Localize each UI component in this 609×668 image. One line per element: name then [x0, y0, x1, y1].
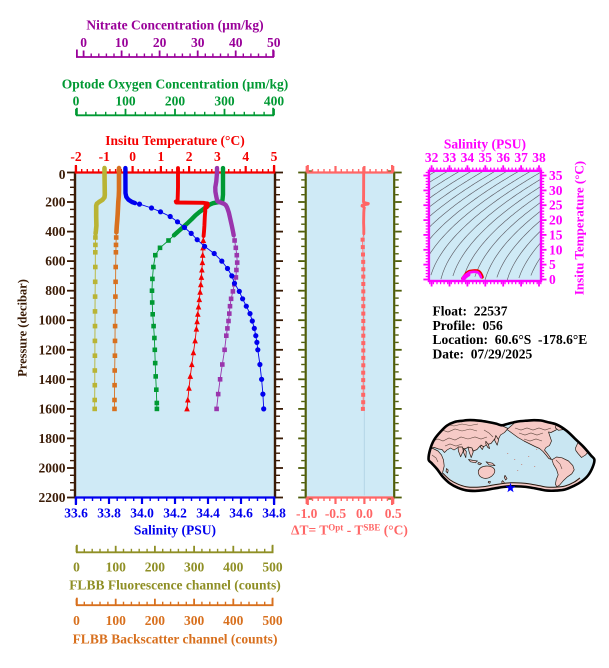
- svg-text:2: 2: [186, 149, 193, 164]
- svg-text:33.8: 33.8: [97, 506, 121, 521]
- svg-text:100: 100: [106, 560, 127, 575]
- svg-text:10: 10: [549, 242, 563, 257]
- svg-text:400: 400: [45, 224, 66, 239]
- svg-text:1: 1: [158, 149, 165, 164]
- svg-text:1600: 1600: [39, 401, 66, 416]
- svg-text:2000: 2000: [39, 461, 66, 476]
- svg-text:36: 36: [496, 150, 510, 165]
- svg-text:5: 5: [549, 257, 556, 272]
- svg-text:Insitu Temperature (°C): Insitu Temperature (°C): [572, 161, 587, 295]
- svg-text:400: 400: [223, 613, 244, 628]
- svg-text:33: 33: [443, 150, 457, 165]
- svg-text:300: 300: [184, 560, 205, 575]
- svg-text:500: 500: [262, 613, 283, 628]
- svg-text:50: 50: [267, 35, 281, 50]
- svg-text:15: 15: [549, 227, 563, 242]
- svg-text:300: 300: [214, 94, 235, 109]
- svg-text:-0.5: -0.5: [325, 506, 347, 521]
- svg-text:5: 5: [271, 149, 278, 164]
- svg-text:34.6: 34.6: [229, 506, 253, 521]
- svg-text:Salinity (PSU): Salinity (PSU): [134, 523, 216, 538]
- svg-text:0: 0: [73, 613, 80, 628]
- svg-text:Optode Oxygen Concentration (µ: Optode Oxygen Concentration (µm/kg): [62, 77, 288, 92]
- svg-text:300: 300: [184, 613, 205, 628]
- svg-text:35: 35: [549, 168, 563, 183]
- svg-text:2200: 2200: [39, 490, 66, 505]
- svg-text:Date: 07/29/2025: Date: 07/29/2025: [433, 346, 533, 361]
- svg-text:20: 20: [549, 213, 563, 228]
- svg-text:400: 400: [264, 94, 285, 109]
- svg-text:200: 200: [145, 560, 166, 575]
- svg-text:1000: 1000: [39, 313, 66, 328]
- svg-text:0.0: 0.0: [356, 506, 373, 521]
- svg-text:20: 20: [153, 35, 167, 50]
- svg-text:FLBB Backscatter channel (coun: FLBB Backscatter channel (counts): [73, 631, 278, 646]
- svg-text:3: 3: [214, 149, 221, 164]
- svg-text:-1.0: -1.0: [296, 506, 318, 521]
- svg-text:0: 0: [80, 35, 87, 50]
- svg-text:30: 30: [191, 35, 205, 50]
- svg-text:0: 0: [549, 272, 556, 287]
- svg-text:-2: -2: [70, 149, 81, 164]
- svg-text:34.8: 34.8: [262, 506, 286, 521]
- svg-text:4: 4: [242, 149, 249, 164]
- svg-text:0: 0: [73, 94, 80, 109]
- svg-text:32: 32: [425, 150, 439, 165]
- svg-text:Insitu Temperature (°C): Insitu Temperature (°C): [105, 133, 244, 148]
- svg-text:34.0: 34.0: [130, 506, 154, 521]
- svg-text:-1: -1: [99, 149, 110, 164]
- svg-text:0: 0: [73, 560, 80, 575]
- svg-text:200: 200: [145, 613, 166, 628]
- svg-text:500: 500: [262, 560, 283, 575]
- svg-text:400: 400: [223, 560, 244, 575]
- svg-text:Profile: 056: Profile: 056: [433, 318, 503, 333]
- svg-text:Salinity (PSU): Salinity (PSU): [444, 137, 526, 152]
- svg-text:1800: 1800: [39, 431, 66, 446]
- svg-text:Float: 22537: Float: 22537: [433, 304, 508, 319]
- svg-text:200: 200: [165, 94, 186, 109]
- svg-text:35: 35: [479, 150, 493, 165]
- svg-text:Pressure (decibar): Pressure (decibar): [16, 279, 30, 377]
- svg-text:1400: 1400: [39, 372, 66, 387]
- svg-text:1200: 1200: [39, 342, 66, 357]
- svg-text:10: 10: [115, 35, 129, 50]
- svg-text:200: 200: [45, 195, 66, 210]
- svg-text:ΔT= TOpt - TSBE (°C): ΔT= TOpt - TSBE (°C): [291, 523, 408, 538]
- svg-text:0.5: 0.5: [385, 506, 402, 521]
- svg-text:Location: 60.6°S -178.6°E: Location: 60.6°S -178.6°E: [433, 332, 588, 347]
- svg-text:FLBB Fluorescence channel (cou: FLBB Fluorescence channel (counts): [69, 578, 281, 593]
- svg-text:38: 38: [532, 150, 546, 165]
- svg-text:Nitrate Concentration (µm/kg): Nitrate Concentration (µm/kg): [86, 18, 263, 33]
- svg-text:600: 600: [45, 254, 66, 269]
- svg-text:0: 0: [59, 167, 66, 182]
- svg-text:40: 40: [229, 35, 243, 50]
- svg-text:33.6: 33.6: [64, 506, 88, 521]
- svg-text:34: 34: [461, 150, 475, 165]
- svg-text:34.4: 34.4: [196, 506, 220, 521]
- svg-text:100: 100: [115, 94, 136, 109]
- svg-text:0: 0: [129, 149, 136, 164]
- svg-text:25: 25: [549, 198, 563, 213]
- svg-text:34.2: 34.2: [163, 506, 187, 521]
- svg-text:100: 100: [106, 613, 127, 628]
- svg-text:800: 800: [45, 283, 66, 298]
- svg-text:30: 30: [549, 183, 563, 198]
- svg-text:37: 37: [514, 150, 528, 165]
